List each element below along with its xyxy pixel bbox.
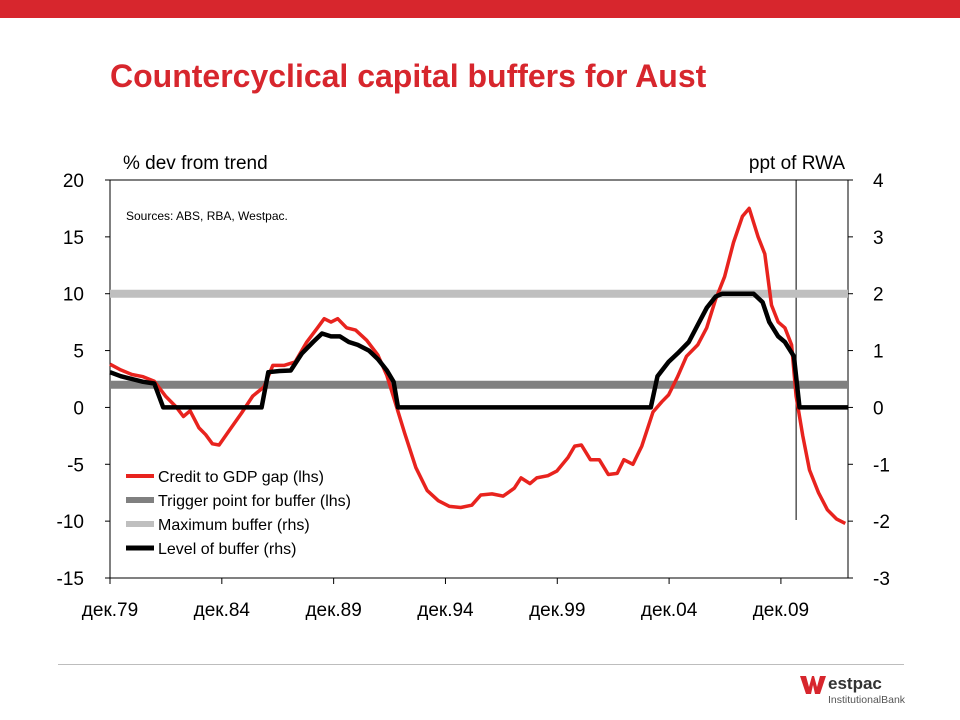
y-left-tick-label: 5	[73, 342, 84, 363]
y-right-tick-label: -3	[873, 569, 890, 590]
brand-subtitle: InstitutionalBank	[828, 694, 906, 706]
top-brand-bar	[0, 0, 960, 18]
x-tick-label: дек.89	[305, 600, 361, 621]
legend-label: Trigger point for buffer (lhs)	[158, 493, 351, 510]
y-left-tick-label: 15	[63, 228, 84, 249]
y-left-tick-label: -10	[57, 512, 84, 533]
y-right-tick-label: 2	[873, 285, 884, 306]
x-tick-label: дек.79	[82, 600, 138, 621]
westpac-logo: estpac InstitutionalBank	[800, 674, 910, 712]
legend-label: Level of buffer (rhs)	[158, 541, 296, 558]
y-left-axis-title: % dev from trend	[123, 153, 268, 174]
footer-divider	[58, 664, 904, 665]
y-left-tick-label: 10	[63, 285, 84, 306]
y-left-tick-label: 0	[73, 398, 84, 419]
y-left-tick-label: -15	[57, 569, 84, 590]
page-title: Countercyclical capital buffers for Aust	[110, 58, 707, 94]
plot-frame	[109, 179, 849, 579]
y-left-tick-label: -5	[67, 455, 84, 476]
brand-wordmark: estpac	[828, 674, 882, 693]
y-right-tick-label: -2	[873, 512, 890, 533]
y-right-tick-label: 3	[873, 228, 884, 249]
y-right-tick-label: 0	[873, 398, 884, 419]
x-tick-label: дек.84	[194, 600, 251, 621]
x-tick-label: дек.09	[753, 600, 809, 621]
y-right-tick-label: 4	[873, 171, 884, 192]
y-left-tick-label: 20	[63, 171, 84, 192]
x-tick-label: дек.99	[529, 600, 585, 621]
series-level-of-buffer-line	[109, 291, 848, 410]
legend-label: Maximum buffer (rhs)	[158, 517, 310, 534]
x-tick-label: дек.04	[641, 600, 698, 621]
y-right-tick-label: -1	[873, 455, 890, 476]
series-credit-gap-line	[109, 206, 847, 525]
source-note: Sources: ABS, RBA, Westpac.	[126, 209, 288, 223]
x-tick-label: дек.94	[417, 600, 474, 621]
legend-label: Credit to GDP gap (lhs)	[158, 469, 324, 486]
y-right-tick-label: 1	[873, 342, 884, 363]
y-right-axis-title: ppt of RWA	[749, 153, 845, 174]
westpac-w-logo-icon	[800, 676, 826, 694]
